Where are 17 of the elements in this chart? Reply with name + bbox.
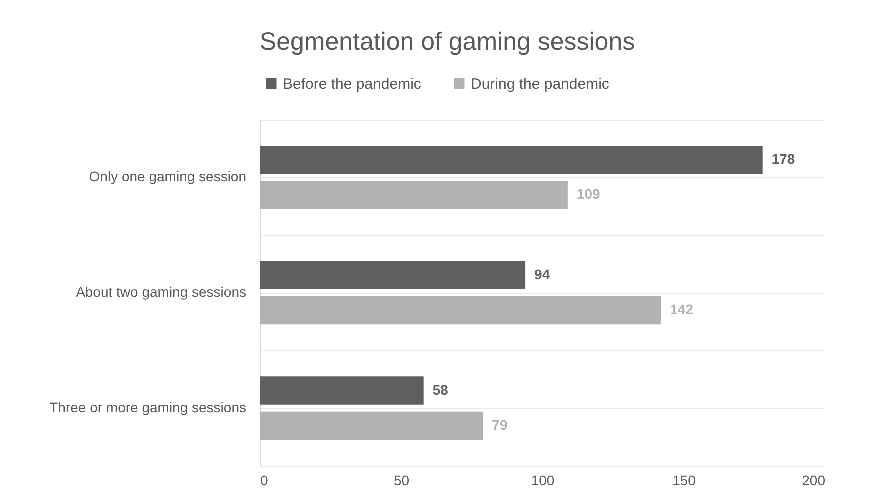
data-label: 109 xyxy=(576,186,600,202)
data-label: 94 xyxy=(534,266,550,282)
y-tick-label: Three or more gaming sessions xyxy=(50,399,246,416)
legend-label: During the pandemic xyxy=(471,76,610,93)
y-tick-label: Only one gaming session xyxy=(89,168,246,185)
data-label: 58 xyxy=(432,382,449,398)
x-tick-label: 150 xyxy=(672,472,696,488)
chart-title: Segmentation of gaming sessions xyxy=(260,28,636,56)
legend-label: Before the pandemic xyxy=(283,76,422,93)
data-label: 142 xyxy=(670,302,694,318)
y-tick-label: About two gaming sessions xyxy=(76,284,246,300)
data-label: 178 xyxy=(772,151,796,168)
x-tick-label: 0 xyxy=(260,472,268,488)
data-label: 79 xyxy=(492,416,508,433)
x-tick-label: 50 xyxy=(394,472,410,488)
x-tick-label: 200 xyxy=(802,472,826,488)
x-tick-label: 100 xyxy=(531,472,555,488)
